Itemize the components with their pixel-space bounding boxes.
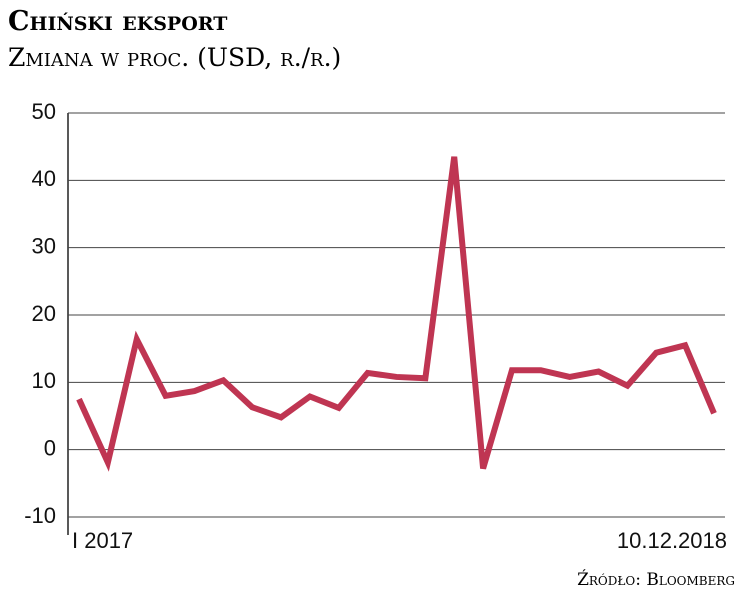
chart-title: Chiński eksport (8, 6, 227, 37)
chart-subtitle: Zmiana w proc. (USD, r./r.) (8, 43, 341, 72)
y-tick-label: 30 (32, 233, 56, 258)
y-tick-label: 0 (44, 435, 56, 460)
y-tick-label: -10 (24, 503, 56, 528)
y-tick-label: 10 (32, 368, 56, 393)
x-tick-label: I 2017 (72, 528, 133, 553)
source: Źródło: Bloomberg (577, 569, 735, 590)
data-line (76, 156, 717, 472)
y-tick-label: 50 (32, 99, 56, 124)
x-tick-label: 10.12.2018 (617, 528, 727, 553)
y-tick-label: 40 (32, 166, 56, 191)
y-tick-label: 20 (32, 301, 56, 326)
